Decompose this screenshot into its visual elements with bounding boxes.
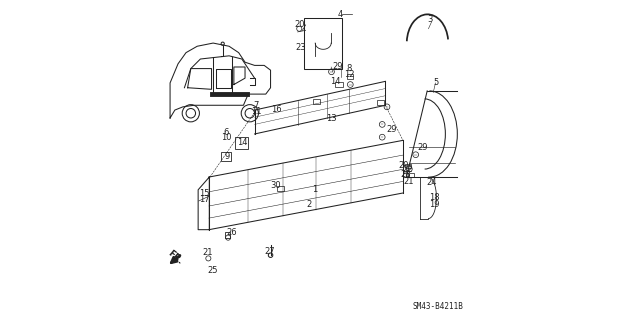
Text: 8: 8 bbox=[347, 64, 352, 73]
Text: 4: 4 bbox=[338, 10, 344, 19]
Text: 7: 7 bbox=[253, 101, 259, 110]
Bar bbox=[276, 186, 284, 191]
Text: 6: 6 bbox=[223, 128, 228, 137]
Text: 11: 11 bbox=[251, 107, 262, 115]
Bar bbox=[225, 232, 230, 238]
Text: FR.: FR. bbox=[166, 249, 185, 266]
Text: 27: 27 bbox=[264, 247, 275, 256]
Bar bbox=[410, 173, 415, 177]
Text: 12: 12 bbox=[344, 70, 355, 78]
Text: SM43-B4211B: SM43-B4211B bbox=[413, 302, 463, 311]
Text: 20: 20 bbox=[294, 20, 305, 29]
Text: 29: 29 bbox=[332, 62, 343, 71]
Text: 5: 5 bbox=[434, 78, 439, 87]
Text: 25: 25 bbox=[208, 266, 218, 275]
Bar bbox=[377, 100, 384, 105]
Text: 17: 17 bbox=[199, 195, 210, 204]
Bar bbox=[403, 173, 408, 177]
Text: 24: 24 bbox=[426, 178, 437, 187]
Text: 10: 10 bbox=[221, 133, 231, 142]
Text: 29: 29 bbox=[387, 125, 397, 134]
Text: 13: 13 bbox=[326, 114, 337, 122]
Text: 26: 26 bbox=[226, 228, 237, 237]
Text: 22: 22 bbox=[403, 165, 413, 174]
Text: 30: 30 bbox=[271, 181, 282, 189]
Bar bbox=[406, 164, 411, 168]
Text: 3: 3 bbox=[428, 15, 433, 24]
Text: 9: 9 bbox=[225, 152, 230, 161]
Text: 1: 1 bbox=[312, 185, 318, 194]
Text: 28: 28 bbox=[400, 170, 411, 179]
Text: 20: 20 bbox=[398, 161, 409, 170]
Text: 21: 21 bbox=[202, 248, 213, 256]
Text: 14: 14 bbox=[330, 77, 340, 86]
Text: 15: 15 bbox=[199, 189, 210, 198]
Bar bbox=[347, 74, 353, 79]
Text: 16: 16 bbox=[271, 105, 282, 114]
Text: 18: 18 bbox=[429, 193, 440, 202]
Bar bbox=[304, 18, 342, 69]
Text: 14: 14 bbox=[237, 138, 247, 147]
Text: 21: 21 bbox=[403, 177, 414, 186]
Text: 29: 29 bbox=[417, 143, 428, 152]
Text: 2: 2 bbox=[306, 200, 312, 209]
Bar bbox=[335, 82, 343, 87]
Bar bbox=[314, 99, 320, 104]
Text: 19: 19 bbox=[429, 200, 440, 209]
Bar bbox=[235, 137, 248, 149]
Text: 23: 23 bbox=[296, 43, 306, 52]
